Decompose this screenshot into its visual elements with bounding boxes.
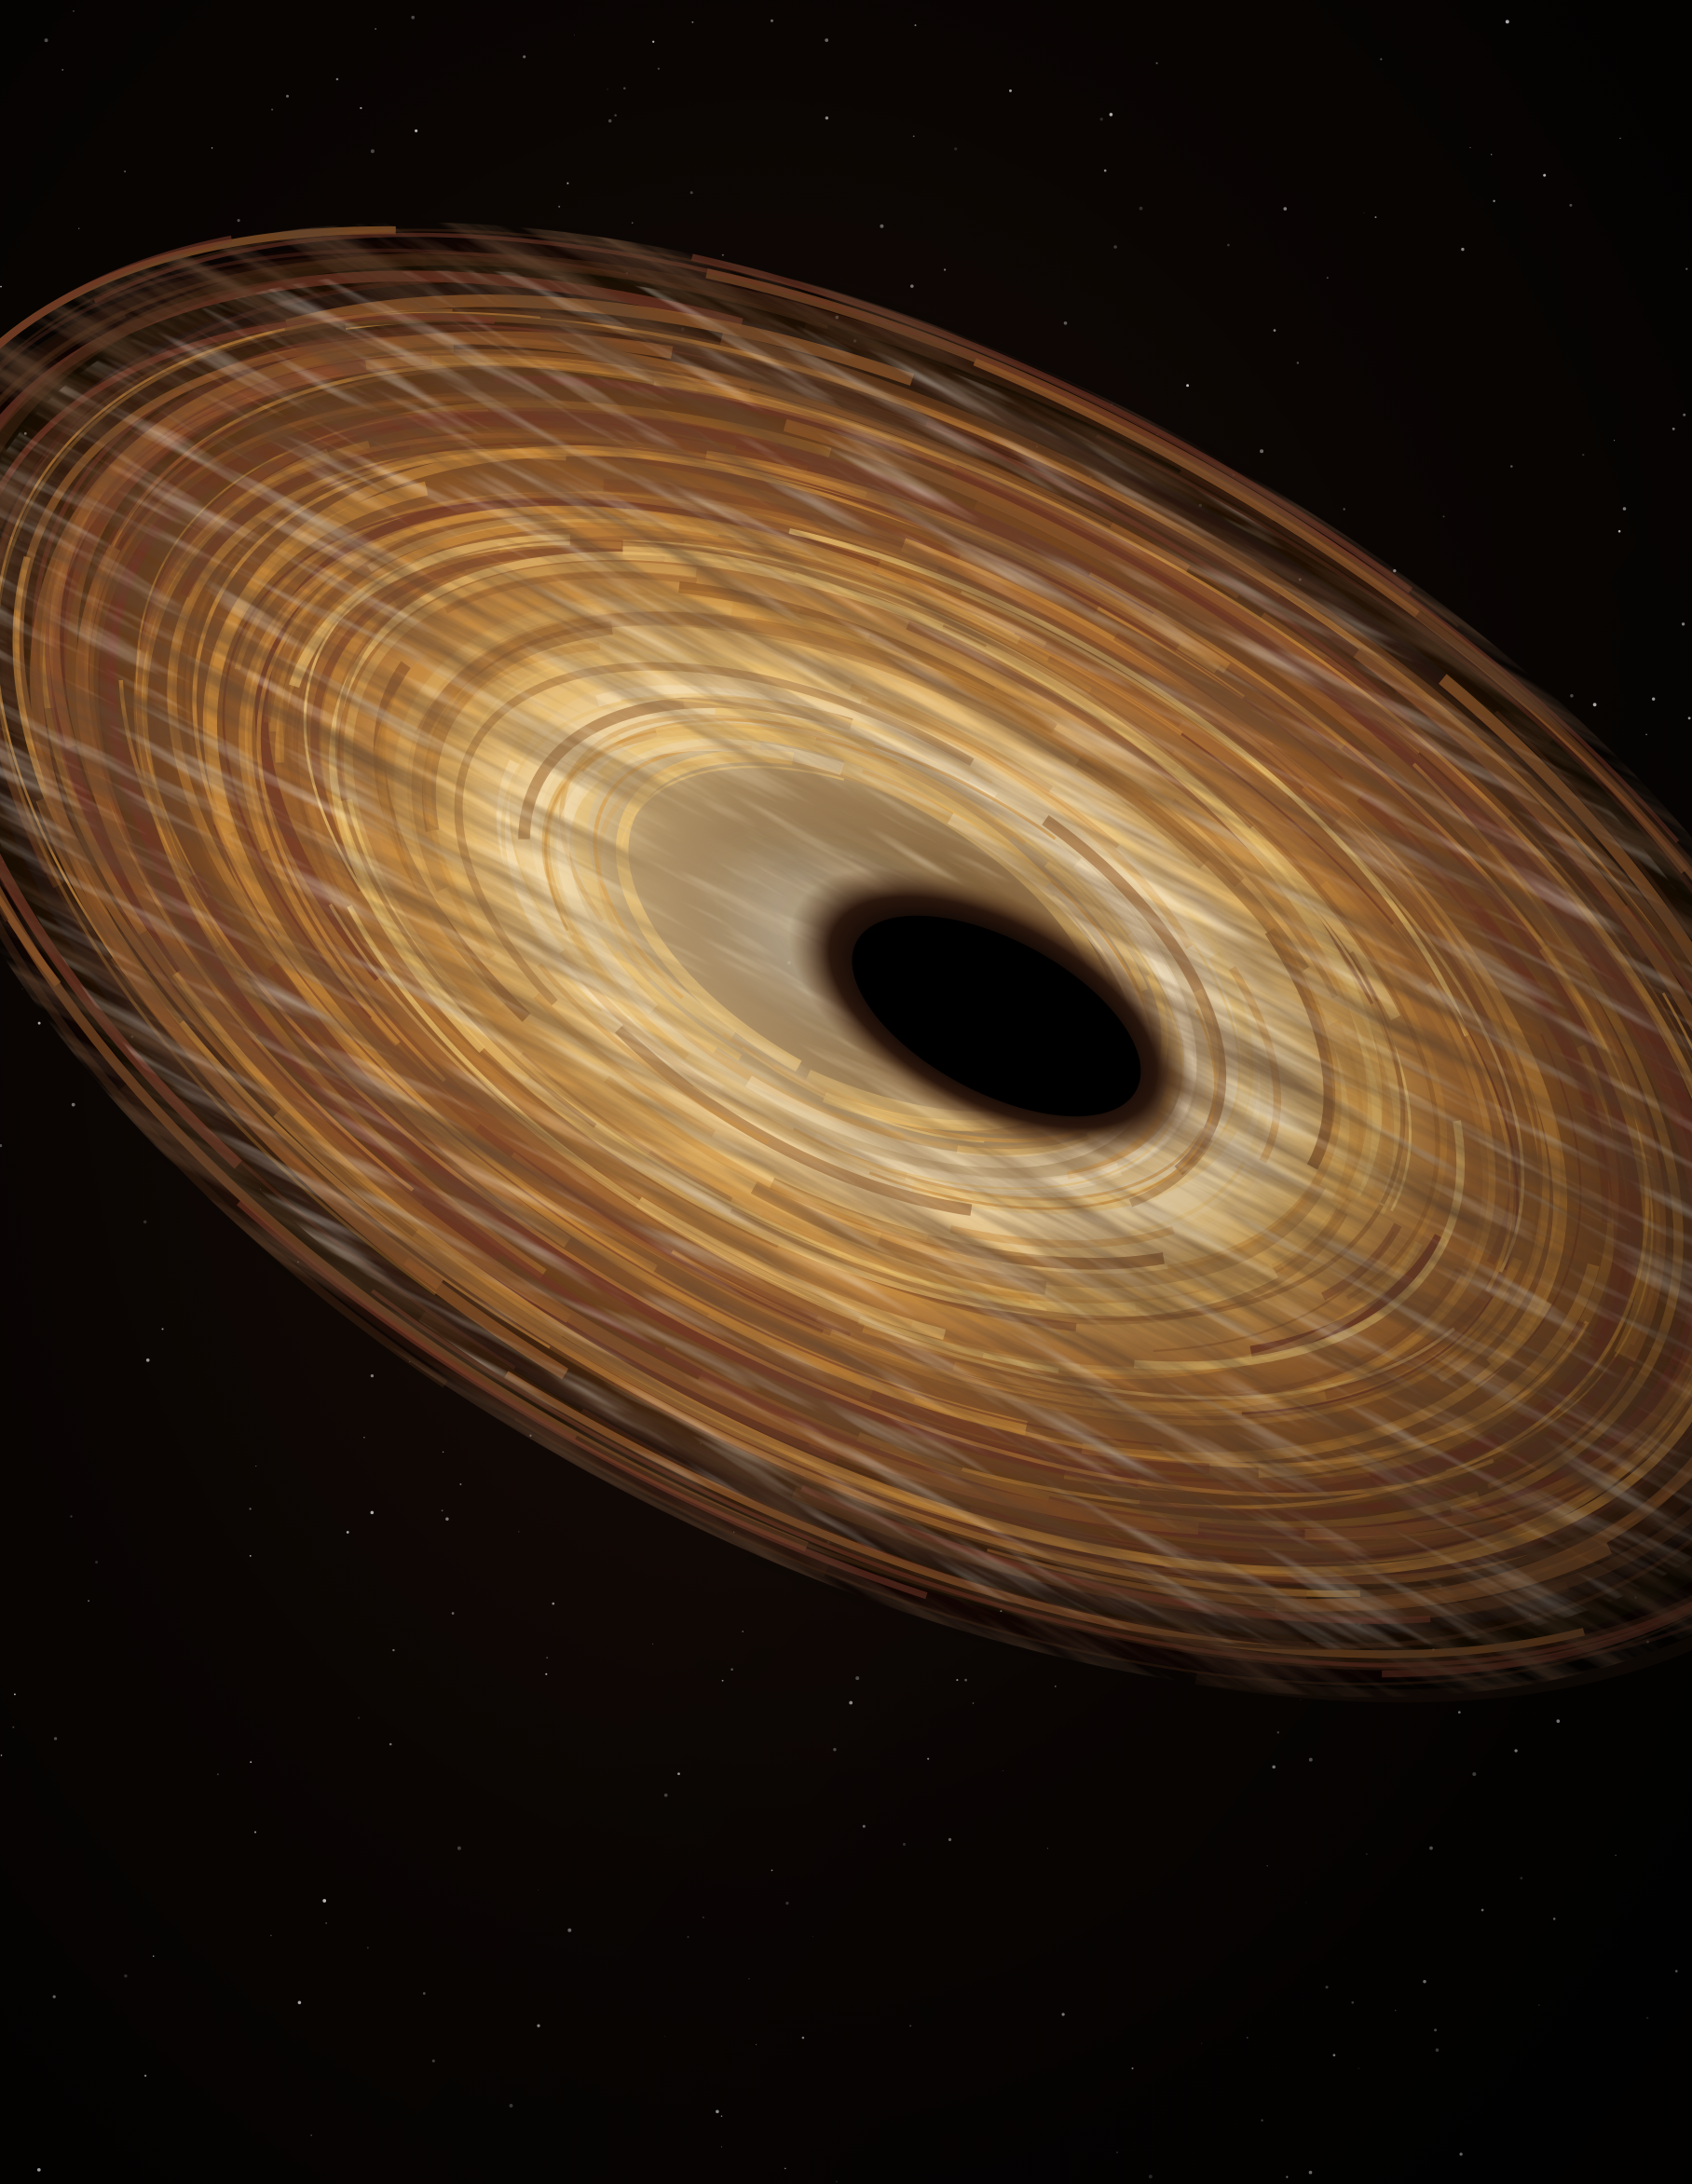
- black-hole-illustration: [0, 0, 1692, 2184]
- vignette: [0, 0, 1692, 2184]
- black-hole-scene: [0, 0, 1692, 2184]
